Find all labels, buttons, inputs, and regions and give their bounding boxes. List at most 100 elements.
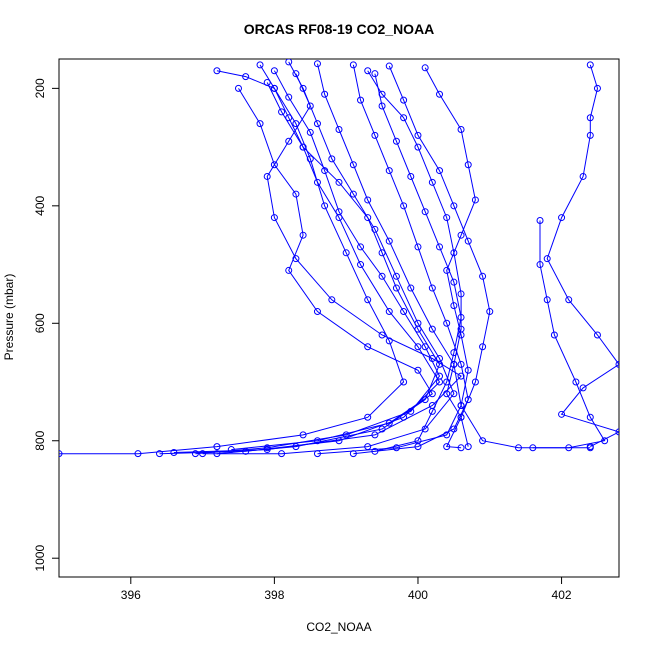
data-point-12-1 bbox=[285, 93, 293, 101]
data-point-9-1 bbox=[536, 261, 544, 269]
data-point-11-5 bbox=[436, 243, 444, 251]
data-point-5-2 bbox=[414, 131, 422, 139]
data-point-1-8 bbox=[414, 343, 422, 351]
data-point-4-5 bbox=[414, 243, 422, 251]
data-point-11-8 bbox=[450, 349, 458, 357]
data-point-8-5 bbox=[457, 231, 465, 239]
data-point-12-6 bbox=[378, 272, 386, 280]
data-point-0-6 bbox=[342, 249, 350, 257]
data-point-2-5 bbox=[371, 225, 379, 233]
y-tick-label-4: 1000 bbox=[33, 545, 47, 572]
series-10 bbox=[543, 61, 619, 451]
data-point-7-4 bbox=[364, 214, 372, 222]
data-point-10-7 bbox=[565, 296, 573, 304]
data-point-3-11 bbox=[392, 444, 400, 452]
data-point-3-7 bbox=[428, 325, 436, 333]
data-point-13-9 bbox=[428, 390, 436, 398]
data-point-4-3 bbox=[385, 167, 393, 175]
x-tick-label-1: 398 bbox=[264, 588, 284, 602]
series-line-8 bbox=[424, 67, 591, 449]
data-point-9-4 bbox=[572, 378, 580, 386]
series-line-3 bbox=[317, 63, 462, 455]
data-point-6-6 bbox=[328, 296, 336, 304]
data-point-10-13 bbox=[586, 443, 594, 451]
data-point-14-1 bbox=[378, 90, 386, 98]
data-point-10-12 bbox=[615, 428, 619, 436]
data-point-13-10 bbox=[385, 419, 393, 427]
series-line-7 bbox=[216, 82, 441, 455]
data-point-4-2 bbox=[371, 131, 379, 139]
data-point-3-1 bbox=[321, 90, 329, 98]
series-line-6 bbox=[173, 73, 462, 453]
data-point-7-8 bbox=[436, 360, 444, 368]
y-tick-label-3: 800 bbox=[33, 430, 47, 450]
data-point-12-12 bbox=[263, 444, 271, 452]
data-point-9-0 bbox=[536, 217, 544, 225]
data-point-10-3 bbox=[586, 131, 594, 139]
data-point-3-3 bbox=[349, 161, 357, 169]
data-point-6-2 bbox=[285, 137, 293, 145]
data-point-10-6 bbox=[543, 255, 551, 263]
series-0 bbox=[59, 67, 408, 458]
data-point-6-5 bbox=[292, 255, 300, 263]
data-point-14-11 bbox=[457, 413, 465, 421]
data-point-6-9 bbox=[457, 372, 465, 380]
data-point-0-14 bbox=[59, 450, 63, 458]
data-point-6-3 bbox=[263, 172, 271, 180]
data-point-12-0 bbox=[270, 67, 278, 75]
data-point-12-2 bbox=[306, 128, 314, 136]
data-point-13-4 bbox=[299, 231, 307, 239]
data-point-14-9 bbox=[450, 360, 458, 368]
data-point-4-0 bbox=[349, 61, 357, 69]
data-point-11-12 bbox=[371, 447, 379, 455]
data-point-0-5 bbox=[321, 202, 329, 210]
data-point-2-1 bbox=[299, 84, 307, 92]
data-point-8-9 bbox=[464, 366, 472, 374]
data-point-10-9 bbox=[615, 360, 619, 368]
data-point-8-6 bbox=[443, 266, 451, 274]
data-point-14-4 bbox=[428, 178, 436, 186]
data-point-8-4 bbox=[471, 196, 479, 204]
y-tick-label-1: 400 bbox=[33, 195, 47, 215]
data-point-10-8 bbox=[593, 331, 601, 339]
data-point-0-4 bbox=[306, 155, 314, 163]
data-point-8-0 bbox=[421, 64, 429, 72]
data-point-0-1 bbox=[242, 73, 250, 81]
data-point-6-13 bbox=[170, 448, 178, 456]
x-axis-label: CO2_NOAA bbox=[306, 620, 371, 634]
data-point-5-5 bbox=[464, 237, 472, 245]
data-point-13-8 bbox=[414, 366, 422, 374]
data-point-2-6 bbox=[392, 272, 400, 280]
data-point-13-2 bbox=[270, 161, 278, 169]
data-point-13-5 bbox=[285, 266, 293, 274]
data-point-13-3 bbox=[292, 190, 300, 198]
data-point-4-8 bbox=[457, 360, 465, 368]
series-11 bbox=[371, 70, 465, 455]
data-point-4-7 bbox=[443, 319, 451, 327]
data-point-7-0 bbox=[263, 78, 271, 86]
data-point-7-1 bbox=[278, 108, 286, 116]
data-point-7-10 bbox=[378, 425, 386, 433]
data-point-3-5 bbox=[385, 237, 393, 245]
data-point-8-11 bbox=[479, 437, 487, 445]
series-14 bbox=[364, 67, 472, 451]
data-point-0-0 bbox=[213, 67, 221, 75]
data-point-3-0 bbox=[313, 60, 321, 68]
series-line-1 bbox=[159, 64, 441, 455]
data-point-3-4 bbox=[364, 196, 372, 204]
data-point-12-5 bbox=[357, 243, 365, 251]
data-point-12-9 bbox=[436, 372, 444, 380]
data-point-5-3 bbox=[436, 167, 444, 175]
x-tick-label-2: 400 bbox=[408, 588, 428, 602]
y-axis-label: Pressure (mbar) bbox=[2, 274, 16, 361]
data-point-9-8 bbox=[529, 444, 537, 452]
data-point-7-6 bbox=[392, 284, 400, 292]
data-point-14-12 bbox=[464, 443, 472, 451]
data-point-12-3 bbox=[321, 167, 329, 175]
data-point-13-11 bbox=[313, 437, 321, 445]
data-point-14-10 bbox=[443, 390, 451, 398]
data-point-11-3 bbox=[407, 172, 415, 180]
series-line-4 bbox=[352, 64, 469, 455]
data-point-2-2 bbox=[313, 120, 321, 128]
data-point-5-6 bbox=[479, 272, 487, 280]
